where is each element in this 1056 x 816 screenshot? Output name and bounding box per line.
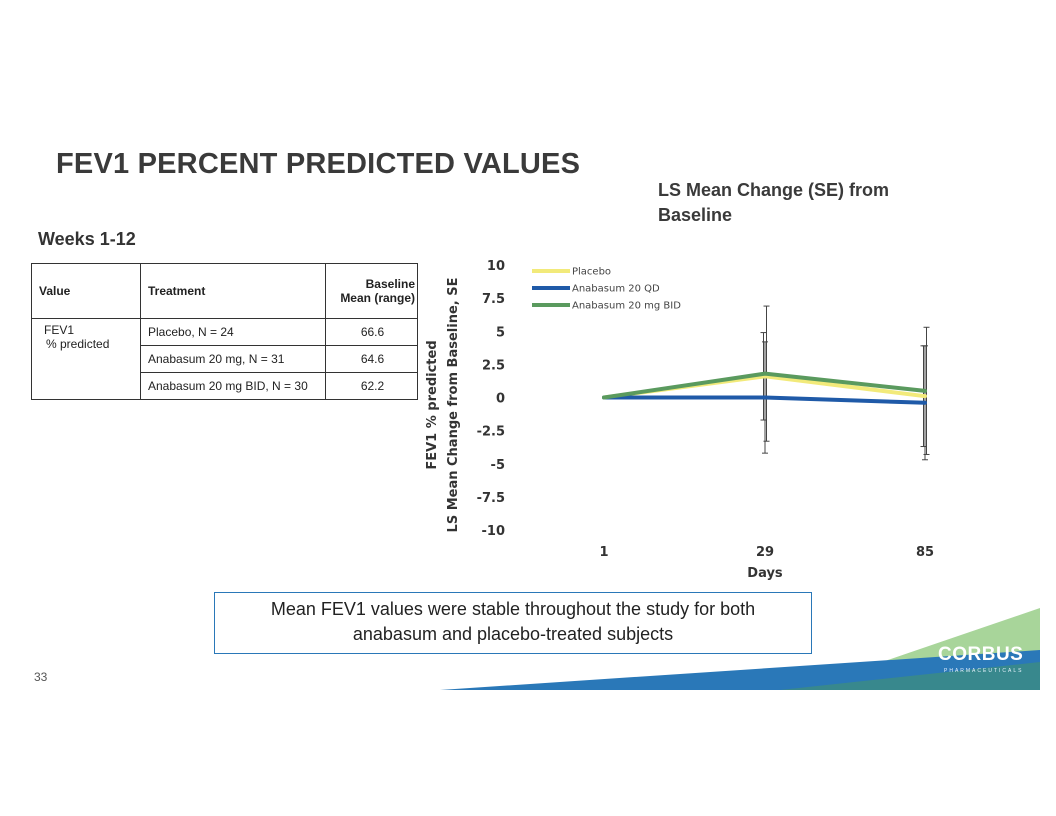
chart-title-line2: Baseline	[658, 205, 733, 225]
series-point	[763, 395, 767, 400]
header-value: Value	[31, 263, 141, 319]
y-axis-label-line1: FEV1 % predicted	[425, 340, 440, 469]
table-header-row: Value Treatment Baseline Mean (range)	[31, 263, 418, 319]
treatment-cell: Anabasum 20 mg BID, N = 30	[140, 372, 326, 400]
baseline-cell: 62.2	[325, 372, 418, 400]
legend-label-1: Anabasum 20 QD	[572, 284, 660, 295]
y-tick-label: 10	[487, 259, 505, 274]
callout-line1: Mean FEV1 values were stable throughout …	[270, 599, 756, 619]
page-number: 33	[34, 670, 48, 684]
y-tick-label: -10	[482, 524, 506, 539]
legend-label-0: Placebo	[572, 267, 611, 278]
callout-line2: anabasum and placebo-treated subjects	[352, 624, 674, 644]
series-point	[763, 371, 767, 376]
chart-title-line1: LS Mean Change (SE) from	[658, 180, 890, 200]
baseline-cell: 66.6	[325, 318, 418, 346]
baseline-table: Value Treatment Baseline Mean (range) FE…	[31, 263, 418, 400]
y-axis-label-line2: LS Mean Change from Baseline, SE	[446, 278, 461, 533]
table-row: Anabasum 20 mg, N = 31 64.6	[32, 345, 418, 373]
y-tick-label: 7.5	[482, 292, 505, 307]
page-title: FEV1 PERCENT PREDICTED VALUES	[56, 148, 581, 180]
value-label-cell: FEV1 % predicted	[31, 318, 141, 400]
y-tick-label: 5	[496, 325, 505, 340]
x-tick-label: 29	[756, 545, 774, 560]
x-axis-label: Days	[747, 566, 783, 581]
series-point	[923, 400, 927, 405]
y-tick-label: -5	[491, 458, 505, 473]
corbus-logo-subtext: PHARMACEUTICALS	[944, 668, 1024, 674]
footer-teal-wedge	[780, 662, 1040, 690]
table-row: FEV1 % predicted Placebo, N = 24 66.6	[31, 318, 418, 400]
period-heading: Weeks 1-12	[38, 229, 136, 249]
callout-box: Mean FEV1 values were stable throughout …	[214, 592, 812, 654]
legend-label-2: Anabasum 20 mg BID	[572, 301, 681, 312]
y-tick-label: -2.5	[477, 425, 505, 440]
header-baseline-line2: Mean (range)	[340, 291, 415, 305]
chart-title: LS Mean Change (SE) from Baseline	[658, 178, 928, 228]
corbus-logo: CORBUS	[938, 644, 1024, 665]
series-point	[602, 395, 606, 400]
treatment-cell: Placebo, N = 24	[140, 318, 326, 346]
header-baseline-line1: Baseline	[365, 277, 415, 291]
y-tick-label: 0	[496, 392, 505, 407]
value-label-line1: FEV1	[44, 323, 75, 337]
treatment-cell: Anabasum 20 mg, N = 31	[140, 345, 326, 373]
table-row: Anabasum 20 mg BID, N = 30 62.2	[32, 372, 418, 400]
header-baseline: Baseline Mean (range)	[325, 263, 418, 319]
baseline-cell: 64.6	[325, 345, 418, 373]
x-tick-label: 1	[599, 545, 608, 560]
value-label-line2: % predicted	[46, 337, 110, 351]
series-point	[923, 388, 927, 393]
y-tick-label: 2.5	[482, 358, 505, 373]
series-point	[923, 394, 927, 399]
y-tick-label: -7.5	[477, 491, 505, 506]
x-tick-label: 85	[916, 545, 934, 560]
